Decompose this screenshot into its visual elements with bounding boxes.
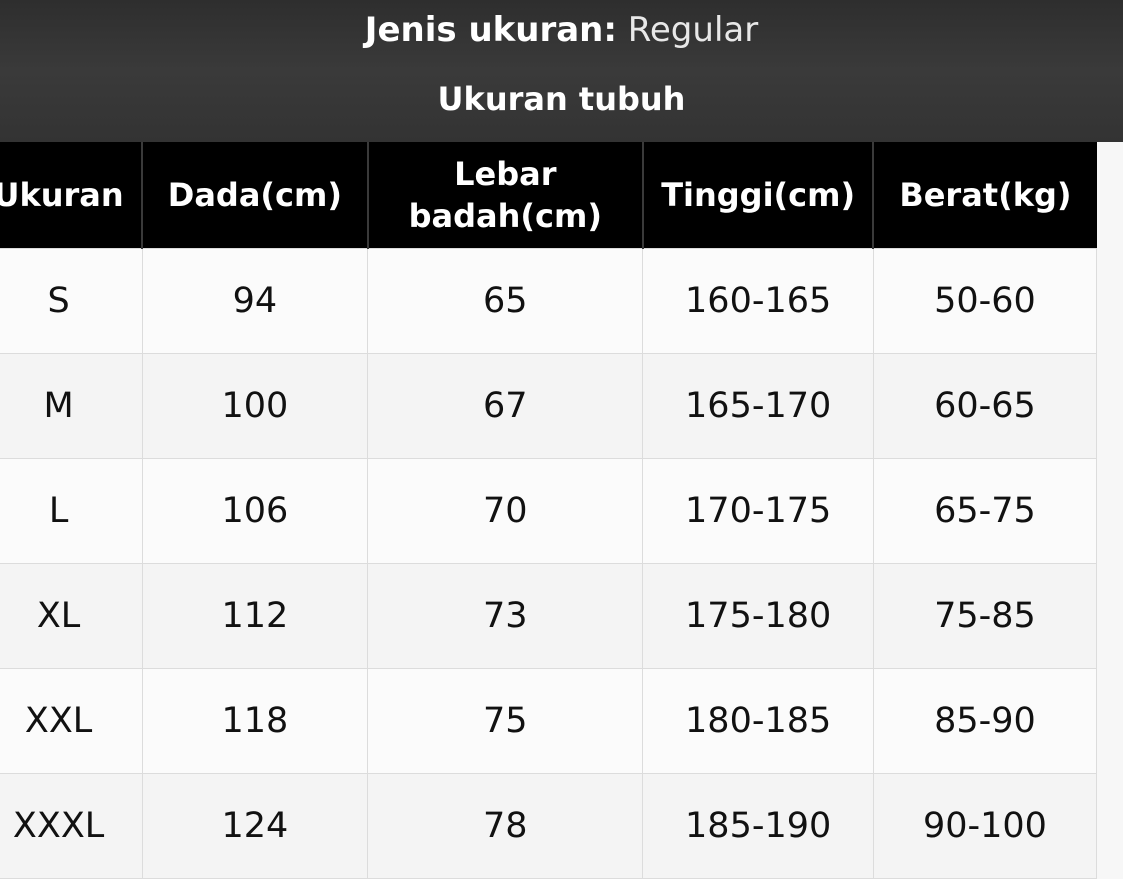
table-row: L 106 70 170-175 65-75: [0, 458, 1098, 564]
size-table: Ukuran Dada(cm) Lebar badah(cm) Tinggi(cm) B…: [0, 142, 1098, 879]
table-cell: XXXL: [0, 773, 143, 879]
table-cell: 67: [367, 353, 644, 459]
table-cell: 106: [141, 458, 369, 564]
table-cell: 165-170: [642, 353, 874, 459]
table-row: XL 112 73 175-180 75-85: [0, 563, 1098, 669]
table-cell: XXL: [0, 668, 143, 774]
table-cell: S: [0, 248, 143, 354]
table-cell: 65-75: [872, 458, 1098, 564]
column-header: Berat(kg): [872, 142, 1097, 249]
table-cell: 73: [367, 563, 644, 669]
size-type-title: Jenis ukuran: Regular: [0, 10, 1123, 50]
column-header: Lebar badah(cm): [366, 142, 643, 249]
table-cell: 160-165: [642, 248, 874, 354]
title-banner: Jenis ukuran: Regular Ukuran tubuh: [0, 0, 1123, 142]
table-row: S 94 65 160-165 50-60: [0, 248, 1098, 354]
table-cell: 185-190: [642, 773, 874, 879]
table-cell: 85-90: [872, 668, 1098, 774]
table-cell: M: [0, 353, 143, 459]
table-cell: 75: [367, 668, 644, 774]
table-cell: 65: [367, 248, 644, 354]
table-row: XXXL 124 78 185-190 90-100: [0, 773, 1098, 879]
table-cell: 175-180: [642, 563, 874, 669]
table-cell: 94: [141, 248, 369, 354]
table-cell: 78: [367, 773, 644, 879]
table-cell: 124: [141, 773, 369, 879]
size-type-value: Regular: [627, 10, 759, 50]
table-row: XXL 118 75 180-185 85-90: [0, 668, 1098, 774]
header-row: Ukuran Dada(cm) Lebar badah(cm) Tinggi(cm) B…: [0, 142, 1097, 249]
table-cell: 70: [367, 458, 644, 564]
table-cell: 60-65: [872, 353, 1098, 459]
table-cell: L: [0, 458, 143, 564]
table-cell: 75-85: [872, 563, 1098, 669]
column-header: Tinggi(cm): [641, 142, 874, 249]
table-cell: 180-185: [642, 668, 874, 774]
table-cell: 90-100: [872, 773, 1098, 879]
column-header: Dada(cm): [141, 142, 368, 249]
table-cell: 100: [141, 353, 369, 459]
table-cell: 118: [141, 668, 369, 774]
table-cell: XL: [0, 563, 143, 669]
table-cell: 112: [141, 563, 369, 669]
size-type-label: Jenis ukuran:: [364, 10, 617, 50]
column-header: Ukuran: [0, 142, 143, 249]
table-subtitle: Ukuran tubuh: [437, 80, 686, 118]
table-cell: 50-60: [872, 248, 1098, 354]
table-cell: 170-175: [642, 458, 874, 564]
table-row: M 100 67 165-170 60-65: [0, 353, 1098, 459]
